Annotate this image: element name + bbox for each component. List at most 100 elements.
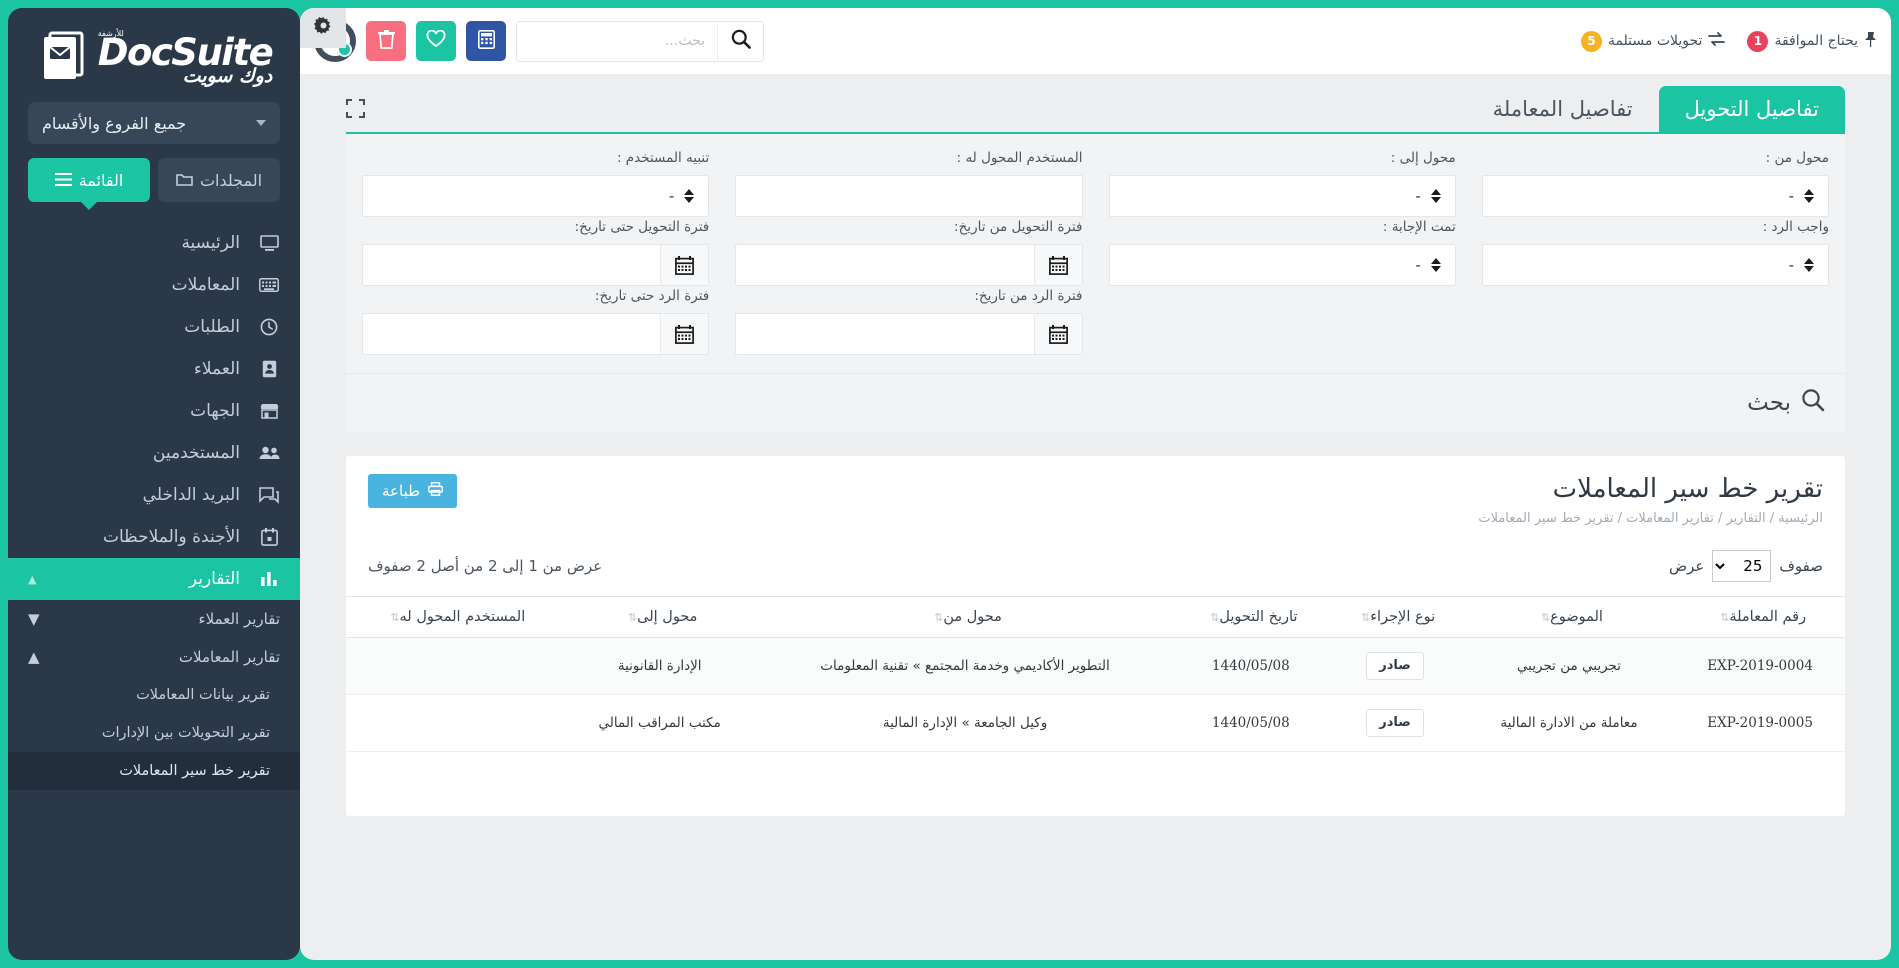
report-heading-block: تقرير خط سير المعاملات الرئيسية / التقار… xyxy=(457,474,1823,526)
sidebar-subitem-transaction-reports[interactable]: تقارير المعاملات ▲ xyxy=(8,638,300,676)
chevron-up-icon: ▲ xyxy=(28,572,37,586)
filter-reply-date-from-field[interactable] xyxy=(735,313,1083,355)
filter-reply-required-label: واجب الرد : xyxy=(1762,219,1829,235)
notification-needs-approval-count: 1 xyxy=(1747,30,1769,52)
status-badge: صادر xyxy=(1366,709,1424,738)
filter-user-alert-select[interactable]: - xyxy=(362,175,710,217)
calendar-icon[interactable] xyxy=(660,245,709,285)
filter-assigned-user-input[interactable] xyxy=(735,175,1083,217)
sort-icon: ⇅ xyxy=(390,611,400,624)
cell-subject: معاملة من الادارة المالية xyxy=(1462,694,1676,753)
filter-transferred-from: محول من : - xyxy=(1481,150,1829,217)
filter-row-2: واجب الرد : - تمت الإجابة : - xyxy=(362,219,1829,286)
column-transaction-no[interactable]: رقم المعاملة⇅ xyxy=(1675,596,1845,638)
notification-needs-approval[interactable]: يحتاج الموافقة 1 xyxy=(1747,30,1877,52)
filter-transfer-date-to-field[interactable] xyxy=(362,244,710,286)
filter-transferred-from-select[interactable]: - xyxy=(1481,175,1829,217)
tab-transaction-details[interactable]: تفاصيل المعاملة xyxy=(1467,86,1659,132)
column-assigned-user[interactable]: المستخدم المحول له⇅ xyxy=(346,596,564,638)
column-transfer-date[interactable]: تاريخ التحويل⇅ xyxy=(1174,596,1328,638)
filter-transfer-date-from-input[interactable] xyxy=(736,245,1033,285)
spinner-icon xyxy=(684,189,695,203)
expand-button[interactable] xyxy=(346,99,365,122)
brand-logo[interactable]: للأرشفة DocSuite دوك سويت xyxy=(8,8,300,100)
filter-panel: تفاصيل التحويل تفاصيل المعاملة xyxy=(300,74,1891,442)
monitor-icon xyxy=(258,234,280,252)
chevron-down-icon xyxy=(256,120,266,126)
notification-received-transfers[interactable]: تحويلات مستلمة 5 xyxy=(1580,30,1726,52)
global-search[interactable] xyxy=(516,20,764,62)
sidebar-item-agenda-notes[interactable]: الأجندة والملاحظات xyxy=(8,516,300,558)
filter-transfer-date-to-input[interactable] xyxy=(363,245,660,285)
spinner-icon xyxy=(1430,189,1441,203)
filter-answered-select[interactable]: - xyxy=(1108,244,1456,286)
filter-transfer-date-from-field[interactable] xyxy=(735,244,1083,286)
sidebar-item-requests[interactable]: الطلبات xyxy=(8,306,300,348)
content-scroll[interactable]: تفاصيل التحويل تفاصيل المعاملة xyxy=(300,74,1891,960)
filter-transfer-date-to-label: فترة التحويل حتى تاريخ: xyxy=(574,219,710,235)
search-submit-button[interactable] xyxy=(717,21,763,61)
column-to[interactable]: محول إلى⇅ xyxy=(563,596,756,638)
filter-transferred-to-select[interactable]: - xyxy=(1108,175,1456,217)
search-input[interactable] xyxy=(517,21,717,61)
sidebar-tab-menu[interactable]: القائمة xyxy=(28,158,150,202)
cell-action-type: صادر xyxy=(1327,637,1463,696)
search-icon xyxy=(1801,388,1825,418)
calendar-icon[interactable] xyxy=(1033,314,1082,354)
filter-transferred-from-label: محول من : xyxy=(1765,150,1829,166)
print-button[interactable]: طباعة xyxy=(368,474,458,508)
filter-transfer-date-from-label: فترة التحويل من تاريخ: xyxy=(954,219,1083,235)
filter-fields: محول من : - محول إلى : - xyxy=(346,132,1845,373)
sidebar-item-entities[interactable]: الجهات xyxy=(8,390,300,432)
sort-icon: ⇅ xyxy=(1210,611,1220,624)
filter-reply-required-select[interactable]: - xyxy=(1481,244,1829,286)
sidebar-item-reports[interactable]: التقارير ▲ xyxy=(8,558,300,600)
spinner-icon xyxy=(1430,258,1441,272)
branch-department-selector[interactable]: جميع الفروع والأقسام xyxy=(28,102,280,144)
sidebar-item-home[interactable]: الرئيسية xyxy=(8,222,300,264)
delete-button[interactable] xyxy=(366,21,406,61)
calendar-icon[interactable] xyxy=(660,314,709,354)
status-badge: صادر xyxy=(1366,652,1424,681)
table-row[interactable]: EXP-2019-0005 معاملة من الادارة المالية … xyxy=(346,694,1845,753)
sidebar-item-internal-mail[interactable]: البريد الداخلي xyxy=(8,474,300,516)
sidebar-subitem-transaction-flow-report[interactable]: تقرير خط سير المعاملات xyxy=(8,752,300,790)
calculator-button[interactable] xyxy=(466,21,506,61)
sidebar-item-internal-mail-label: البريد الداخلي xyxy=(142,485,240,505)
column-action-type[interactable]: نوع الإجراء⇅ xyxy=(1327,596,1463,638)
sidebar-subitem-interdept-transfers-report[interactable]: تقرير التحويلات بين الإدارات xyxy=(8,714,300,752)
sidebar-item-transactions[interactable]: المعاملات xyxy=(8,264,300,306)
filter-reply-date-from-input[interactable] xyxy=(736,314,1033,354)
tab-transfer-details[interactable]: تفاصيل التحويل xyxy=(1658,86,1845,132)
filter-assigned-user: المستخدم المحول له : xyxy=(735,150,1083,217)
sidebar-subitem-interdept-transfers-report-label: تقرير التحويلات بين الإدارات xyxy=(101,725,270,741)
favorites-button[interactable] xyxy=(416,21,456,61)
sidebar-item-clients[interactable]: العملاء xyxy=(8,348,300,390)
sidebar-item-users[interactable]: المستخدمين xyxy=(8,432,300,474)
chevron-down-icon: ▼ xyxy=(28,610,40,628)
cell-subject: تجريبي من تجريبي xyxy=(1462,637,1676,696)
page-length-prefix: عرض xyxy=(1669,557,1705,575)
table-row[interactable]: EXP-2019-0004 تجريبي من تجريبي صادر 1440… xyxy=(346,637,1845,696)
filter-transferred-to: محول إلى : - xyxy=(1108,150,1456,217)
filter-user-alert-value: - xyxy=(668,187,675,205)
filter-reply-date-to-field[interactable] xyxy=(362,313,710,355)
sidebar-item-users-label: المستخدمين xyxy=(152,443,240,463)
sidebar-subitem-client-reports[interactable]: تقارير العملاء ▼ xyxy=(8,600,300,638)
cell-from: التطوير الأكاديمي وخدمة المجتمع » تقنية … xyxy=(755,637,1175,696)
settings-button[interactable] xyxy=(300,8,346,48)
column-from[interactable]: محول من⇅ xyxy=(755,596,1175,638)
column-subject[interactable]: الموضوع⇅ xyxy=(1462,596,1676,638)
filter-reply-required: واجب الرد : - xyxy=(1481,219,1829,286)
filter-reply-date-to-input[interactable] xyxy=(363,314,660,354)
calendar-icon[interactable] xyxy=(1033,245,1082,285)
sidebar-tab-folders[interactable]: المجلدات xyxy=(158,158,280,202)
filter-transferred-to-value: - xyxy=(1415,187,1421,205)
filter-search-button[interactable]: بحث xyxy=(1747,388,1825,418)
filter-transferred-to-label: محول إلى : xyxy=(1390,150,1456,166)
page-length-control[interactable]: صفوف 251050100 عرض xyxy=(1669,550,1823,582)
page-length-select[interactable]: 251050100 xyxy=(1712,550,1772,582)
sidebar-subitem-transaction-data-report[interactable]: تقرير بيانات المعاملات xyxy=(8,676,300,714)
sort-icon: ⇅ xyxy=(1540,611,1551,624)
